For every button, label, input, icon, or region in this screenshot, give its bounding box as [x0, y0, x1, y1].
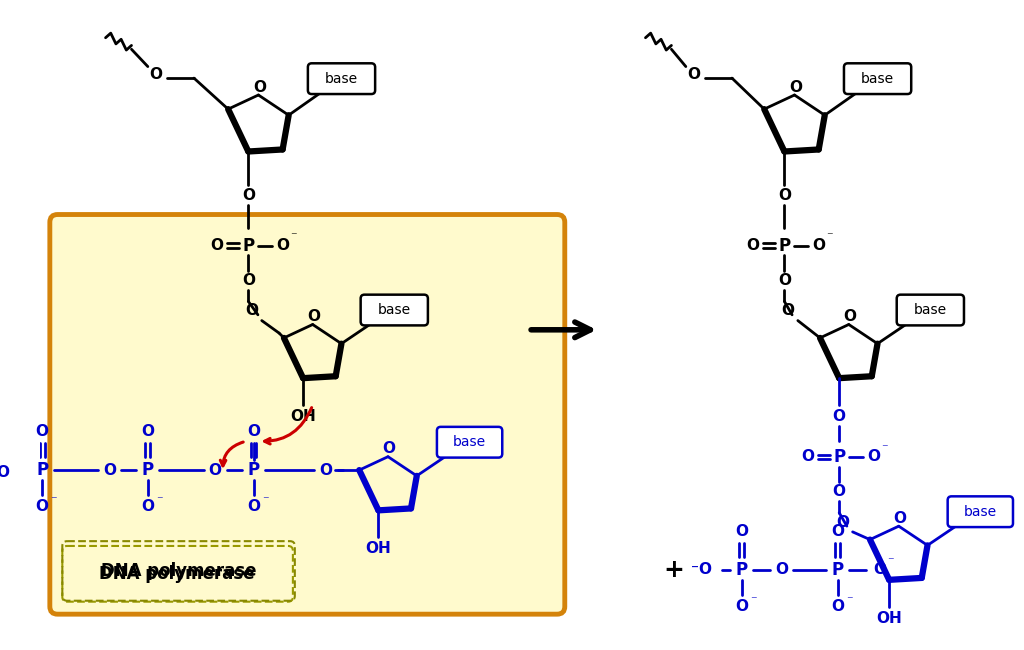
- Text: base: base: [378, 303, 411, 317]
- Text: OH: OH: [290, 409, 316, 424]
- Text: base: base: [325, 72, 358, 86]
- Text: O: O: [837, 515, 850, 530]
- Text: O: O: [242, 273, 255, 288]
- FancyBboxPatch shape: [947, 497, 1013, 527]
- Text: O: O: [687, 67, 700, 82]
- Text: O: O: [778, 273, 791, 288]
- Text: OH: OH: [366, 541, 391, 556]
- Text: P: P: [831, 561, 844, 579]
- Text: O: O: [831, 524, 844, 539]
- Text: O: O: [746, 238, 759, 253]
- Text: O: O: [382, 441, 395, 456]
- Text: ⁻: ⁻: [156, 495, 163, 508]
- Text: O: O: [775, 562, 788, 577]
- Text: O: O: [242, 188, 255, 203]
- Text: O: O: [833, 409, 846, 424]
- Text: ⁻: ⁻: [887, 555, 894, 568]
- Text: ⁻: ⁻: [846, 594, 852, 607]
- Text: O: O: [36, 499, 49, 514]
- Text: O: O: [735, 599, 749, 614]
- Text: O: O: [833, 484, 846, 499]
- Text: O: O: [801, 449, 814, 465]
- Text: O: O: [778, 188, 791, 203]
- Text: O: O: [812, 238, 825, 253]
- Text: base: base: [861, 72, 894, 86]
- Text: P: P: [778, 237, 791, 255]
- Text: O: O: [209, 463, 221, 478]
- FancyBboxPatch shape: [50, 214, 565, 614]
- Text: P: P: [243, 237, 254, 255]
- Text: O: O: [150, 67, 162, 82]
- Text: O: O: [735, 524, 749, 539]
- Text: O: O: [831, 599, 844, 614]
- Text: O: O: [276, 238, 290, 253]
- Text: ⁻O: ⁻O: [691, 562, 712, 577]
- FancyBboxPatch shape: [308, 63, 375, 94]
- Text: DNA polymerase: DNA polymerase: [100, 562, 256, 580]
- FancyBboxPatch shape: [360, 294, 428, 326]
- Text: O: O: [873, 562, 887, 577]
- Text: O: O: [781, 304, 795, 318]
- Text: O: O: [843, 309, 856, 324]
- Text: DNA polymerase: DNA polymerase: [99, 565, 254, 583]
- Text: base: base: [913, 303, 947, 317]
- Text: P: P: [142, 461, 154, 479]
- Text: ⁻O: ⁻O: [0, 465, 10, 480]
- Text: O: O: [210, 238, 223, 253]
- Text: ⁻: ⁻: [50, 495, 57, 508]
- Text: P: P: [36, 461, 48, 479]
- Text: O: O: [36, 424, 49, 439]
- Text: O: O: [141, 499, 155, 514]
- Text: +: +: [664, 558, 685, 582]
- Text: P: P: [735, 561, 748, 579]
- Text: ⁻: ⁻: [750, 594, 757, 607]
- Text: O: O: [788, 80, 802, 95]
- Text: O: O: [247, 499, 260, 514]
- Text: ⁻: ⁻: [826, 231, 833, 244]
- Text: ⁻: ⁻: [290, 231, 297, 244]
- FancyBboxPatch shape: [437, 427, 502, 458]
- Text: O: O: [893, 511, 906, 526]
- Text: O: O: [307, 309, 321, 324]
- Text: OH: OH: [877, 611, 902, 626]
- Text: O: O: [319, 463, 332, 478]
- Text: O: O: [253, 80, 266, 95]
- Text: P: P: [248, 461, 260, 479]
- Text: base: base: [964, 504, 997, 519]
- Text: ⁻: ⁻: [881, 442, 888, 455]
- Text: O: O: [141, 424, 155, 439]
- Text: ⁻: ⁻: [262, 495, 268, 508]
- Text: O: O: [867, 449, 881, 465]
- FancyBboxPatch shape: [897, 294, 964, 326]
- Text: O: O: [103, 463, 116, 478]
- Text: O: O: [247, 424, 260, 439]
- Text: P: P: [834, 448, 845, 466]
- Text: O: O: [246, 304, 259, 318]
- FancyBboxPatch shape: [844, 63, 911, 94]
- Text: base: base: [453, 436, 486, 449]
